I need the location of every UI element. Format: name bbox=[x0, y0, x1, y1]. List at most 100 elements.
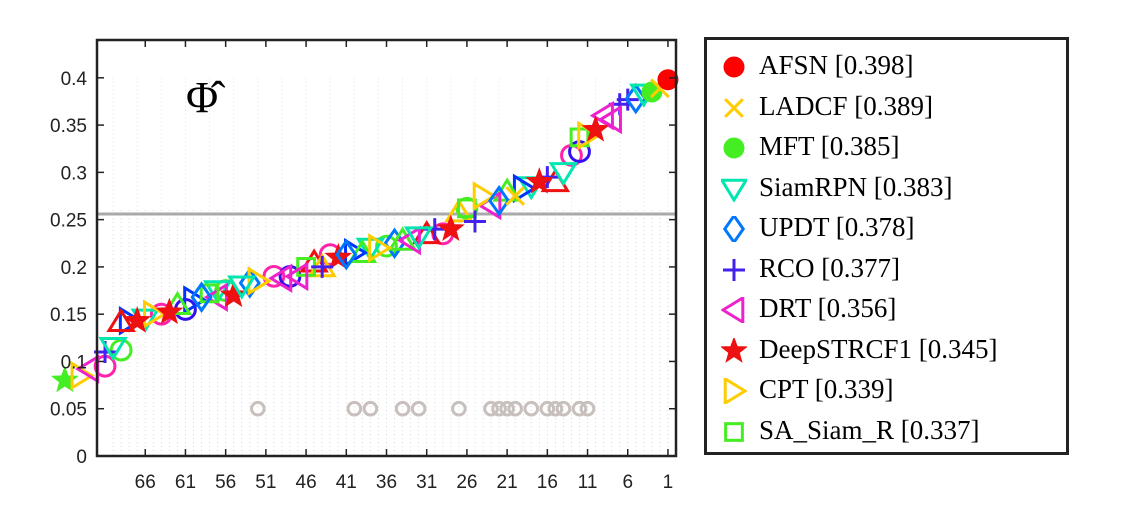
x-tick-label: 51 bbox=[255, 472, 276, 493]
data-point bbox=[335, 238, 358, 271]
legend-marker bbox=[723, 378, 747, 404]
y-tick-label: 0.1 bbox=[61, 352, 87, 373]
legend-item: MFT [0.385] bbox=[707, 129, 1066, 167]
legend-marker bbox=[721, 178, 747, 202]
data-point bbox=[548, 162, 579, 187]
data-point bbox=[98, 336, 128, 362]
gray-point bbox=[362, 400, 379, 417]
y-tick-label: 0.15 bbox=[50, 305, 87, 326]
data-point bbox=[109, 338, 133, 362]
data-point bbox=[525, 167, 554, 194]
plot-frame bbox=[95, 38, 678, 458]
data-point bbox=[199, 283, 220, 304]
data-point bbox=[387, 226, 418, 251]
legend-marker bbox=[721, 297, 745, 323]
legend-item: RCO [0.377] bbox=[707, 251, 1066, 289]
legend-marker-shape bbox=[723, 378, 747, 404]
x-tick-label: 31 bbox=[416, 472, 437, 493]
legend-marker bbox=[724, 421, 744, 442]
data-point bbox=[219, 280, 248, 308]
data-point bbox=[311, 255, 334, 278]
data-point bbox=[368, 233, 393, 263]
legend-label: UPDT [0.378] bbox=[759, 212, 915, 242]
legend-label: SA_Siam_R [0.337] bbox=[759, 414, 980, 445]
y-tick-label: 0.2 bbox=[61, 258, 87, 279]
legend: AFSN [0.398] LADCF [0.389] MFT [0.385] Siam… bbox=[704, 37, 1069, 455]
phi-hat-annotation: Φ̂ bbox=[186, 73, 225, 122]
x-tick-label: 41 bbox=[336, 472, 357, 493]
data-point bbox=[641, 81, 663, 103]
data-point bbox=[190, 281, 213, 313]
gray-point bbox=[555, 400, 572, 417]
gray-point bbox=[394, 400, 411, 417]
gray-point bbox=[250, 400, 266, 417]
legend-label: MFT [0.385] bbox=[759, 131, 900, 161]
data-point bbox=[238, 267, 261, 299]
legend-item: SA_Siam_R [0.337] bbox=[707, 413, 1066, 451]
legend-marker-shape bbox=[721, 297, 745, 323]
x-tick-label: 6 bbox=[622, 472, 633, 493]
gray-point bbox=[539, 400, 556, 417]
data-point bbox=[505, 186, 526, 206]
data-point bbox=[472, 181, 497, 211]
legend-label: CPT [0.339] bbox=[759, 374, 894, 404]
legend-marker-shape bbox=[722, 216, 746, 242]
data-point bbox=[226, 275, 257, 300]
data-point bbox=[436, 214, 465, 241]
legend-item: LADCF [0.389] bbox=[707, 89, 1066, 127]
x-tick-label: 46 bbox=[296, 472, 317, 493]
x-tick-label: 21 bbox=[497, 472, 518, 493]
x-tick-label: 26 bbox=[456, 472, 477, 493]
x-tick-label: 1 bbox=[663, 472, 674, 493]
data-point bbox=[403, 226, 434, 251]
data-point bbox=[512, 173, 538, 204]
data-point bbox=[50, 365, 79, 393]
gray-point bbox=[491, 400, 507, 417]
legend-marker bbox=[724, 97, 744, 118]
legend-marker-shape bbox=[723, 56, 745, 78]
data-point bbox=[463, 210, 486, 233]
legend-item: AFSN [0.398] bbox=[707, 48, 1066, 86]
data-point bbox=[657, 69, 679, 91]
legend-marker-shape bbox=[721, 178, 747, 202]
data-point bbox=[142, 299, 168, 329]
data-point bbox=[123, 306, 152, 333]
legend-label: LADCF [0.389] bbox=[759, 90, 933, 121]
legend-item: UPDT [0.378] bbox=[707, 210, 1066, 248]
data-point bbox=[597, 104, 622, 135]
data-point bbox=[262, 264, 286, 288]
y-tick-label: 0 bbox=[76, 447, 87, 468]
gray-point bbox=[451, 400, 467, 417]
legend-item: DRT [0.356] bbox=[707, 291, 1066, 329]
legend-marker-shape bbox=[721, 337, 747, 363]
x-tick-label: 66 bbox=[135, 472, 156, 493]
x-tick-label: 16 bbox=[537, 472, 558, 493]
y-tick-label: 0.25 bbox=[50, 211, 87, 232]
gray-point bbox=[499, 400, 515, 417]
legend-label: SiamRPN [0.383] bbox=[759, 171, 953, 202]
data-markers bbox=[50, 69, 679, 417]
gray-point bbox=[579, 400, 596, 417]
x-tick-label: 61 bbox=[175, 472, 196, 493]
x-tick-label: 56 bbox=[215, 472, 236, 493]
chart-svg: 00.050.10.150.20.250.30.350.466 61 56 51 46 4… bbox=[50, 38, 679, 493]
data-point bbox=[70, 360, 95, 391]
vertical-grid bbox=[112, 77, 669, 456]
legend-marker bbox=[723, 137, 745, 159]
legend-label: AFSN [0.398] bbox=[759, 50, 914, 80]
legend-item: CPT [0.339] bbox=[707, 372, 1066, 410]
y-tick-label: 0.05 bbox=[50, 400, 87, 421]
legend-item: DeepSTRCF1 [0.345] bbox=[707, 332, 1066, 370]
gray-point bbox=[523, 400, 540, 417]
gray-point bbox=[547, 400, 564, 417]
data-point bbox=[581, 115, 610, 142]
x-tick-label: 36 bbox=[376, 472, 397, 493]
legend-label: RCO [0.377] bbox=[759, 252, 900, 283]
y-tick-label: 0.4 bbox=[61, 69, 88, 90]
data-point bbox=[155, 297, 184, 325]
gray-point bbox=[483, 400, 499, 417]
legend-marker-shape bbox=[724, 421, 744, 442]
legend-label: DRT [0.356] bbox=[759, 293, 897, 323]
y-tick-label: 0.3 bbox=[61, 163, 87, 184]
data-point bbox=[488, 184, 511, 217]
